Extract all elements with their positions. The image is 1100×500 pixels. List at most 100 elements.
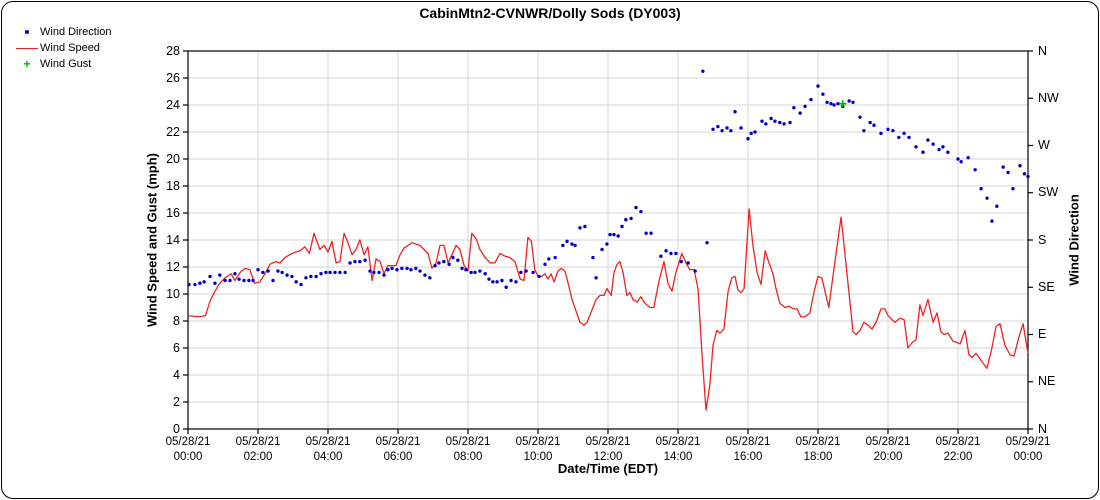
wind-direction-point	[836, 101, 840, 106]
wind-direction-point	[931, 142, 935, 146]
wind-direction-point	[358, 259, 362, 264]
wind-direction-point	[990, 219, 994, 223]
y-right-tick-label: S	[1038, 232, 1047, 247]
wind-direction-point	[213, 281, 217, 285]
legend-label-wind-gust: Wind Gust	[40, 58, 92, 70]
x-tick-label: 05/28/21 06:00	[362, 435, 434, 464]
y-left-tick-label: 8	[173, 313, 180, 328]
wind-direction-point	[897, 135, 901, 140]
wind-direction-point	[664, 249, 668, 253]
wind-direction-point	[879, 131, 883, 136]
wind-direction-point	[469, 270, 473, 275]
wind-direction-point	[285, 273, 289, 277]
wind-direction-point	[716, 124, 720, 129]
wind-direction-point	[348, 261, 352, 265]
x-tick-label: 05/28/21 12:00	[572, 435, 644, 464]
wind-direction-point	[386, 268, 390, 272]
wind-direction-point	[921, 150, 925, 154]
y-right-tick-label: N	[1038, 421, 1048, 436]
wind-direction-point	[483, 272, 487, 276]
wind-direction-point	[543, 262, 547, 266]
wind-direction-point	[1018, 164, 1022, 168]
wind-direction-point	[400, 266, 404, 271]
x-tick-time: 02:00	[243, 450, 273, 463]
wind-direction-point	[395, 268, 399, 272]
wind-direction-point	[456, 258, 460, 262]
wind-direction-point	[319, 272, 323, 276]
y-right-tick-label: N	[1038, 43, 1048, 58]
wind-speed-line	[187, 208, 1029, 411]
wind-direction-point	[504, 285, 508, 289]
wind-direction-point	[338, 270, 342, 275]
y-left-tick-label: 24	[166, 97, 180, 112]
wind-direction-point	[202, 280, 206, 284]
wind-direction-point	[886, 127, 890, 131]
wind-direction-point	[442, 259, 446, 264]
wind-direction-point	[995, 204, 999, 208]
wind-direction-point	[825, 100, 829, 105]
wind-direction-point	[256, 268, 260, 272]
wind-direction-point	[937, 147, 941, 152]
y-left-tick-label: 28	[166, 43, 180, 58]
wind-direction-point	[624, 218, 628, 222]
wind-direction-point	[276, 269, 280, 273]
wind-direction-point	[487, 277, 491, 281]
wind-direction-point	[514, 280, 518, 284]
x-tick-date: 05/28/21	[375, 436, 421, 448]
wind-direction-point	[495, 280, 499, 284]
wind-direction-point	[600, 247, 604, 252]
wind-direction-point	[1026, 174, 1030, 179]
wind-direction-point	[266, 269, 270, 273]
wind-direction-point	[659, 254, 663, 258]
wind-direction-point	[788, 120, 792, 125]
wind-direction-point	[809, 97, 813, 102]
wind-direction-point	[309, 274, 313, 279]
wind-direction-point	[941, 145, 945, 149]
wind-direction-point	[769, 116, 773, 121]
wind-direction-point	[847, 99, 851, 103]
wind-direction-point	[377, 270, 381, 275]
wind-direction-point	[537, 274, 541, 279]
wind-direction-point	[705, 241, 709, 245]
x-tick-label: 05/28/21 20:00	[852, 435, 924, 464]
x-tick-time: 16:00	[733, 450, 763, 463]
wind-direction-point	[979, 187, 983, 191]
wind-direction-point	[1011, 187, 1015, 191]
wind-direction-point	[524, 269, 528, 273]
wind-direction-point	[218, 273, 222, 277]
wind-direction-point	[491, 280, 495, 284]
wind-direction-point	[428, 276, 432, 280]
wind-direction-point	[547, 257, 551, 261]
wind-direction-point	[620, 224, 624, 229]
wind-direction-point	[701, 69, 705, 73]
wind-direction-point	[803, 104, 807, 109]
x-tick-time: 04:00	[313, 450, 343, 463]
wind-direction-point	[733, 110, 737, 114]
wind-direction-point	[382, 273, 386, 277]
wind-direction-point	[280, 270, 284, 275]
wind-direction-dot-icon	[14, 30, 40, 34]
wind-direction-point	[418, 269, 422, 273]
y-left-tick-label: 2	[173, 394, 180, 409]
wind-direction-point	[573, 243, 577, 248]
x-tick-date: 05/28/21	[865, 436, 911, 448]
wind-direction-point	[271, 278, 275, 283]
legend-label-wind-speed: Wind Speed	[40, 42, 100, 54]
wind-direction-point	[343, 270, 347, 275]
wind-direction-point	[966, 155, 970, 160]
x-tick-date: 05/28/21	[305, 436, 351, 448]
wind-direction-point	[782, 122, 786, 126]
x-tick-date: 05/28/21	[655, 436, 701, 448]
wind-direction-point	[594, 276, 598, 280]
wind-direction-point	[561, 243, 565, 248]
wind-direction-point	[959, 160, 963, 164]
wind-direction-point	[333, 270, 337, 275]
wind-direction-point	[973, 168, 977, 172]
wind-direction-point	[565, 239, 569, 244]
wind-direction-point	[612, 232, 616, 237]
y-right-tick-label: SW	[1038, 185, 1059, 200]
x-tick-label: 05/29/21 00:00	[992, 435, 1064, 464]
wind-direction-point	[746, 137, 750, 141]
x-tick-time: 20:00	[873, 450, 903, 463]
